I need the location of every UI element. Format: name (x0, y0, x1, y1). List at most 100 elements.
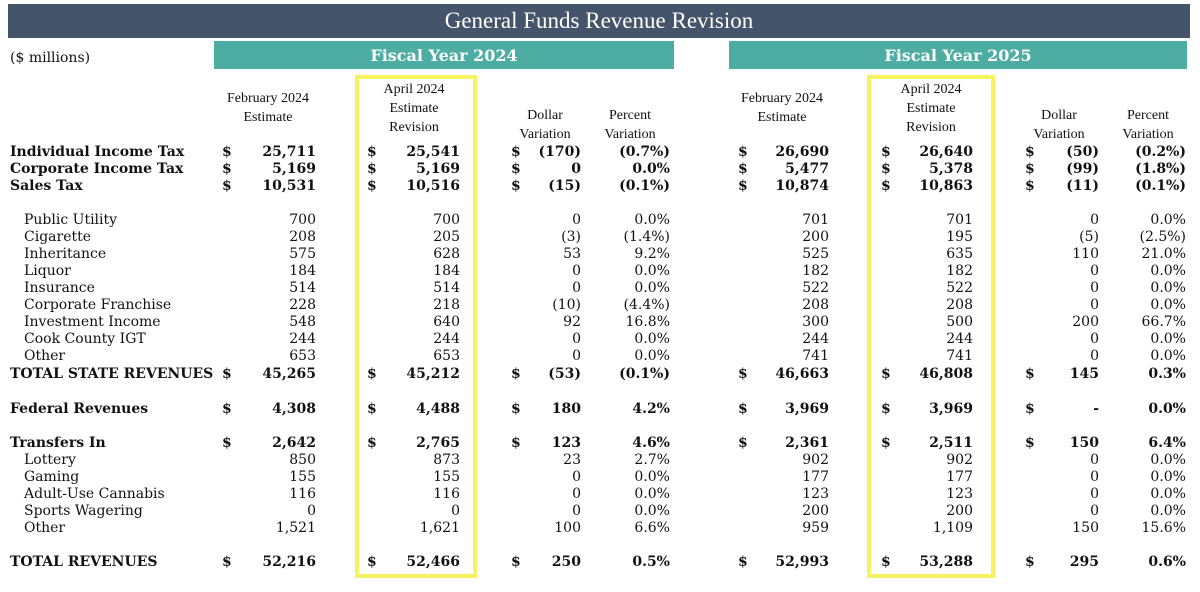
cell-fy2024-feb-dollar: $ (222, 401, 232, 417)
cell-fy2024-dollar-variation: (170) (538, 144, 581, 160)
cell-fy2024-apr-dollar: $ (367, 554, 377, 570)
cell-fy2024-dollar-variation: 0 (572, 212, 581, 228)
cell-fy2024-apr-revision: 514 (433, 280, 460, 296)
table-row: Investment Income 548 640 92 16.8% 300 500 200 6… (0, 314, 1200, 331)
cell-fy2024-dollar-variation: 53 (563, 246, 581, 262)
cell-fy2025-apr-dollar: $ (881, 178, 891, 194)
cell-fy2025-apr-revision: 26,640 (919, 144, 973, 160)
cell-fy2024-dollar-variation: 123 (551, 435, 581, 451)
cell-fy2025-percent-variation: 0.0% (1150, 348, 1186, 364)
units-label: ($ millions) (10, 50, 91, 66)
cell-fy2024-apr-revision: 4,488 (416, 401, 460, 417)
cell-fy2024-feb-estimate: 1,521 (275, 520, 316, 536)
table-row: Insurance 514 514 0 0.0% 522 522 0 0.0% (0, 280, 1200, 297)
cell-fy2025-percent-variation: (0.1%) (1135, 178, 1186, 194)
cell-fy2024-feb-dollar: $ (222, 554, 232, 570)
cell-fy2025-var-dollar: $ (1025, 144, 1035, 160)
cell-fy2024-percent-variation: (1.4%) (623, 229, 671, 245)
cell-fy2025-percent-variation: 0.6% (1148, 554, 1186, 570)
table-row: Federal Revenues $4,308 $4,488 $180 4.2% $3,9… (0, 401, 1200, 418)
cell-fy2024-feb-estimate: 700 (289, 212, 316, 228)
cell-fy2025-apr-revision: 244 (946, 331, 973, 347)
cell-fy2025-apr-dollar: $ (881, 435, 891, 451)
cell-fy2024-apr-revision: 52,466 (406, 554, 460, 570)
cell-fy2025-apr-revision: 5,378 (929, 161, 973, 177)
cell-fy2024-dollar-variation: 23 (563, 452, 581, 468)
cell-fy2024-var-dollar: $ (511, 178, 521, 194)
cell-fy2025-dollar-variation: 0 (1090, 212, 1099, 228)
cell-fy2025-apr-revision: 195 (946, 229, 973, 245)
cell-fy2024-feb-estimate: 25,711 (262, 144, 316, 160)
cell-fy2025-feb-estimate: 741 (802, 348, 829, 364)
april-revision-highlight-fy2025 (867, 75, 995, 578)
table-row: Cigarette 208 205 (3) (1.4%) 200 195 (5) (2.5%) (0, 229, 1200, 246)
cell-fy2025-percent-variation: (1.8%) (1135, 161, 1186, 177)
cell-fy2024-feb-estimate: 850 (289, 452, 316, 468)
cell-fy2025-feb-estimate: 52,993 (775, 554, 829, 570)
cell-fy2024-feb-estimate: 184 (289, 263, 316, 279)
cell-fy2025-apr-dollar: $ (881, 161, 891, 177)
cell-fy2024-apr-revision: 218 (433, 297, 460, 313)
cell-fy2024-dollar-variation: (15) (548, 178, 581, 194)
cell-fy2024-feb-estimate: 653 (289, 348, 316, 364)
cell-fy2025-feb-estimate: 5,477 (785, 161, 829, 177)
table-row: Public Utility 700 700 0 0.0% 701 701 0 0.0% (0, 212, 1200, 229)
cell-fy2025-apr-revision: 10,863 (919, 178, 973, 194)
cell-fy2024-apr-revision: 244 (433, 331, 460, 347)
cell-fy2024-apr-revision: 10,516 (406, 178, 460, 194)
row-label: TOTAL STATE REVENUES (10, 366, 214, 382)
row-label: Inheritance (24, 246, 107, 262)
table-row: Other 1,521 1,621 100 6.6% 959 1,109 150 15.6% (0, 520, 1200, 537)
cell-fy2025-dollar-variation: (5) (1079, 229, 1099, 245)
cell-fy2025-apr-dollar: $ (881, 144, 891, 160)
cell-fy2024-dollar-variation: 0 (572, 331, 581, 347)
row-label: Federal Revenues (10, 401, 149, 417)
table-row: Liquor 184 184 0 0.0% 182 182 0 0.0% (0, 263, 1200, 280)
cell-fy2025-percent-variation: 0.0% (1150, 503, 1186, 519)
april-revision-highlight-fy2024 (355, 75, 477, 578)
cell-fy2025-percent-variation: 66.7% (1141, 314, 1186, 330)
cell-fy2025-var-dollar: $ (1025, 161, 1035, 177)
cell-fy2025-percent-variation: 0.0% (1150, 469, 1186, 485)
cell-fy2025-percent-variation: (2.5%) (1139, 229, 1187, 245)
cell-fy2024-apr-dollar: $ (367, 178, 377, 194)
cell-fy2025-var-dollar: $ (1025, 366, 1035, 382)
cell-fy2024-percent-variation: 0.5% (632, 554, 670, 570)
cell-fy2025-feb-dollar: $ (738, 178, 748, 194)
cell-fy2025-dollar-variation: 110 (1072, 246, 1099, 262)
row-label: Cigarette (24, 229, 92, 245)
cell-fy2025-dollar-variation: 0 (1090, 469, 1099, 485)
cell-fy2025-dollar-variation: - (1093, 401, 1099, 417)
cell-fy2024-feb-estimate: 116 (289, 486, 316, 502)
cell-fy2025-apr-revision: 123 (946, 486, 973, 502)
row-label: Adult-Use Cannabis (24, 486, 165, 502)
cell-fy2025-apr-revision: 200 (946, 503, 973, 519)
cell-fy2024-apr-revision: 653 (433, 348, 460, 364)
cell-fy2024-apr-dollar: $ (367, 161, 377, 177)
cell-fy2024-percent-variation: 0.0% (634, 486, 670, 502)
cell-fy2025-apr-revision: 208 (946, 297, 973, 313)
table-row: Sports Wagering 0 0 0 0.0% 200 200 0 0.0% (0, 503, 1200, 520)
cell-fy2024-feb-dollar: $ (222, 144, 232, 160)
cell-fy2025-apr-revision: 701 (946, 212, 973, 228)
cell-fy2025-feb-dollar: $ (738, 161, 748, 177)
cell-fy2024-feb-estimate: 155 (289, 469, 316, 485)
cell-fy2024-apr-revision: 45,212 (406, 366, 460, 382)
row-label: Liquor (24, 263, 71, 279)
cell-fy2024-percent-variation: 2.7% (634, 452, 670, 468)
table-row: Corporate Franchise 228 218 (10) (4.4%) 208 20… (0, 297, 1200, 314)
row-label: Sales Tax (10, 178, 83, 194)
cell-fy2025-dollar-variation: 0 (1090, 263, 1099, 279)
header-percent-variation-fy2024: Percent Variation (604, 108, 656, 142)
cell-fy2025-feb-estimate: 300 (802, 314, 829, 330)
cell-fy2025-var-dollar: $ (1025, 435, 1035, 451)
cell-fy2024-percent-variation: 0.0% (634, 212, 670, 228)
cell-fy2024-dollar-variation: 250 (551, 554, 581, 570)
cell-fy2025-percent-variation: 21.0% (1141, 246, 1186, 262)
cell-fy2025-feb-estimate: 522 (802, 280, 829, 296)
cell-fy2025-feb-dollar: $ (738, 144, 748, 160)
cell-fy2024-feb-estimate: 2,642 (272, 435, 316, 451)
table-row: Corporate Income Tax $5,169 $5,169 $0 0.0% $5… (0, 161, 1200, 178)
cell-fy2024-dollar-variation: 92 (563, 314, 581, 330)
cell-fy2024-apr-revision: 155 (433, 469, 460, 485)
